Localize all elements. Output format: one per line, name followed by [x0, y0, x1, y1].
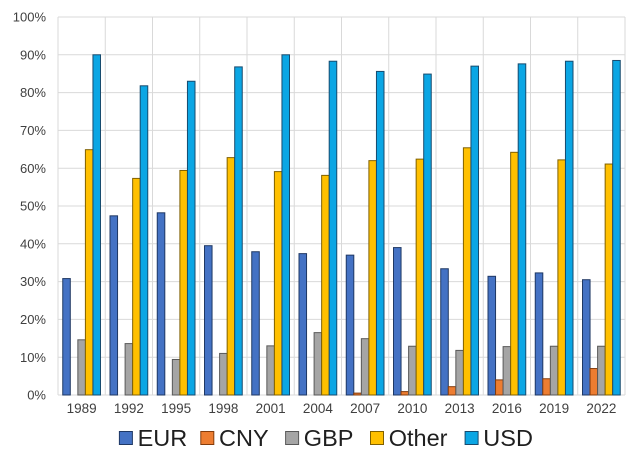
svg-text:20%: 20%	[20, 312, 46, 327]
svg-text:USD: USD	[483, 425, 533, 451]
svg-text:2001: 2001	[256, 401, 286, 416]
svg-text:2007: 2007	[350, 401, 380, 416]
svg-text:2013: 2013	[445, 401, 475, 416]
svg-text:2022: 2022	[586, 401, 616, 416]
svg-text:90%: 90%	[20, 47, 46, 62]
svg-text:1989: 1989	[67, 401, 97, 416]
svg-text:60%: 60%	[20, 161, 46, 176]
svg-text:30%: 30%	[20, 274, 46, 289]
svg-text:50%: 50%	[20, 199, 46, 214]
svg-text:2016: 2016	[492, 401, 522, 416]
svg-text:70%: 70%	[20, 123, 46, 138]
svg-text:10%: 10%	[20, 350, 46, 365]
svg-text:80%: 80%	[20, 85, 46, 100]
svg-text:1992: 1992	[114, 401, 144, 416]
svg-text:CNY: CNY	[219, 425, 269, 451]
svg-text:100%: 100%	[13, 10, 47, 25]
svg-text:Other: Other	[389, 425, 448, 451]
svg-text:2004: 2004	[303, 401, 334, 416]
svg-text:40%: 40%	[20, 236, 46, 251]
svg-text:2019: 2019	[539, 401, 569, 416]
svg-text:GBP: GBP	[304, 425, 354, 451]
svg-text:0%: 0%	[27, 388, 46, 403]
svg-text:1998: 1998	[208, 401, 238, 416]
svg-text:EUR: EUR	[138, 425, 188, 451]
svg-text:2010: 2010	[397, 401, 427, 416]
svg-text:1995: 1995	[161, 401, 191, 416]
